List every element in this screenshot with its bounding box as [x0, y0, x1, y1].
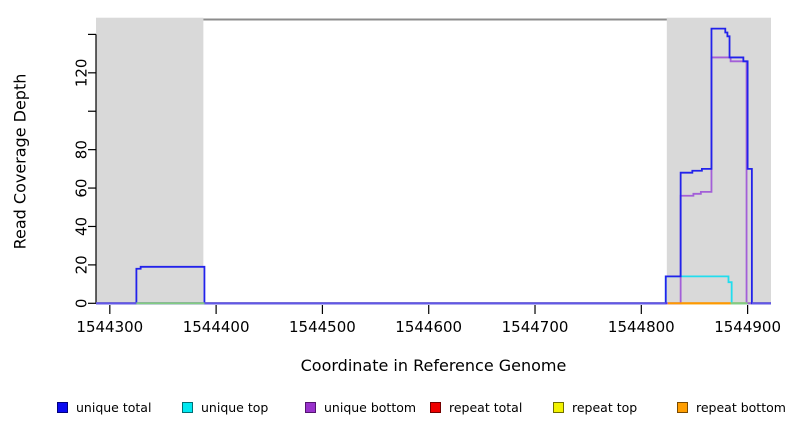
- x-tick-label: 1544500: [289, 318, 356, 336]
- legend-label: repeat top: [572, 399, 638, 415]
- legend-label: unique top: [201, 399, 269, 415]
- legend-swatch-icon: [677, 401, 688, 413]
- legend-label: repeat total: [449, 399, 523, 415]
- x-tick-label: 1544300: [76, 318, 143, 336]
- y-axis-title: Read Coverage Depth: [10, 73, 30, 250]
- repeat-region-shading: [666, 17, 771, 304]
- legend-swatch-icon: [430, 401, 441, 413]
- legend-swatch-icon: [57, 401, 68, 413]
- legend-item-unique-total: unique total: [57, 398, 151, 416]
- y-tick-label: 40: [73, 217, 91, 236]
- x-tick-label: 1544600: [395, 318, 462, 336]
- legend-item-unique-top: unique top: [182, 398, 268, 416]
- y-tick-label: 60: [73, 179, 91, 198]
- y-tick-label: 0: [73, 299, 91, 309]
- y-tick-label: 120: [73, 59, 91, 88]
- legend-label: unique total: [76, 399, 152, 415]
- repeat-region-shading: [96, 17, 204, 304]
- coverage-depth-chart: 0 20 40 60 80 120 1544300 1544400 1544500 1544600…: [73, 17, 781, 336]
- x-tick-label: 1544800: [608, 318, 675, 336]
- x-tick-label: 1544900: [714, 318, 781, 336]
- x-tick-label: 1544700: [502, 318, 569, 336]
- legend-swatch-icon: [553, 401, 564, 413]
- x-axis-title: Coordinate in Reference Genome: [300, 356, 567, 375]
- series-unique-total-line: [96, 27, 771, 305]
- legend-label: unique bottom: [324, 399, 417, 415]
- chart-legend: unique total unique top unique bottom repea…: [0, 398, 792, 418]
- legend-label: repeat bottom: [696, 399, 786, 415]
- legend-item-repeat-top: repeat top: [553, 398, 637, 416]
- y-tick-label: 80: [73, 140, 91, 159]
- legend-swatch-icon: [182, 401, 193, 413]
- legend-item-repeat-bottom: repeat bottom: [677, 398, 786, 416]
- legend-item-unique-bottom: unique bottom: [305, 398, 416, 416]
- y-tick-label: 20: [73, 255, 91, 274]
- legend-swatch-icon: [305, 401, 316, 413]
- legend-item-repeat-total: repeat total: [430, 398, 522, 416]
- x-tick-label: 1544400: [183, 318, 250, 336]
